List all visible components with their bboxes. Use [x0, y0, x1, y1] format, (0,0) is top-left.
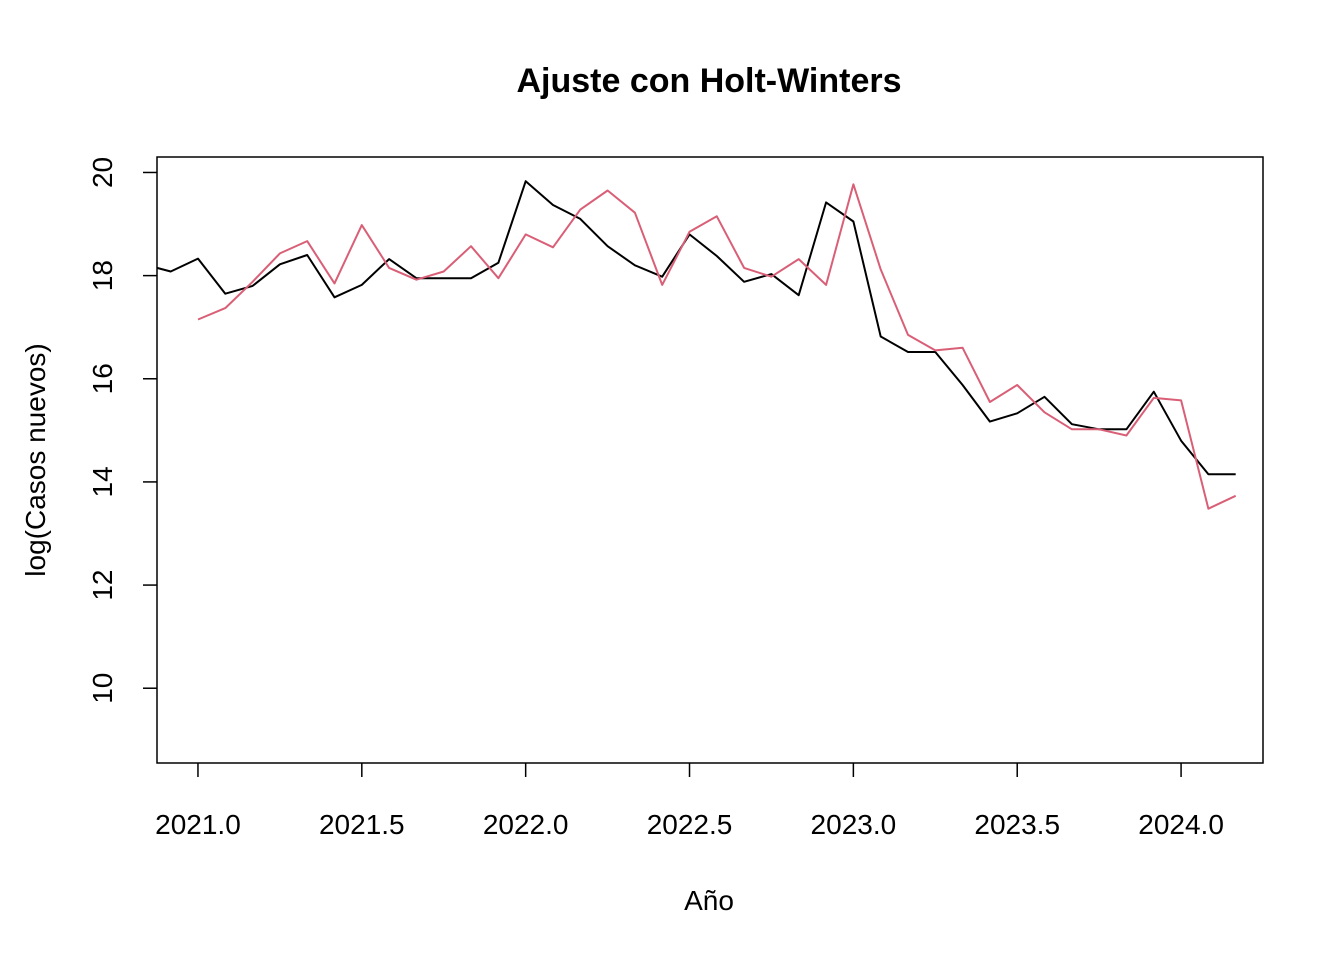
x-tick-label: 2022.5 [647, 809, 733, 840]
y-tick-label: 12 [87, 569, 118, 600]
x-axis-label: Año [684, 885, 734, 916]
x-tick-label: 2023.5 [974, 809, 1060, 840]
observed-series-line [156, 180, 1236, 476]
y-axis: 10 12 14 16 18 20 [87, 157, 157, 704]
y-tick-label: 14 [87, 466, 118, 497]
x-tick-label: 2022.0 [483, 809, 569, 840]
y-tick-label: 18 [87, 260, 118, 291]
x-tick-label: 2021.5 [319, 809, 405, 840]
chart-title: Ajuste con Holt-Winters [516, 62, 901, 100]
x-axis: 2021.0 2021.5 2022.0 2022.5 2023.0 2023.5 2024… [155, 763, 1224, 840]
series-layer [156, 180, 1237, 510]
y-axis-label: log(Casos nuevos) [20, 343, 51, 576]
plot-frame [156, 156, 1264, 764]
y-tick-label: 16 [87, 363, 118, 394]
x-tick-label: 2024.0 [1138, 809, 1224, 840]
y-tick-label: 10 [87, 673, 118, 704]
y-tick-label: 20 [87, 157, 118, 188]
fitted-series-line [197, 183, 1237, 510]
x-tick-label: 2023.0 [811, 809, 897, 840]
x-tick-label: 2021.0 [155, 809, 241, 840]
